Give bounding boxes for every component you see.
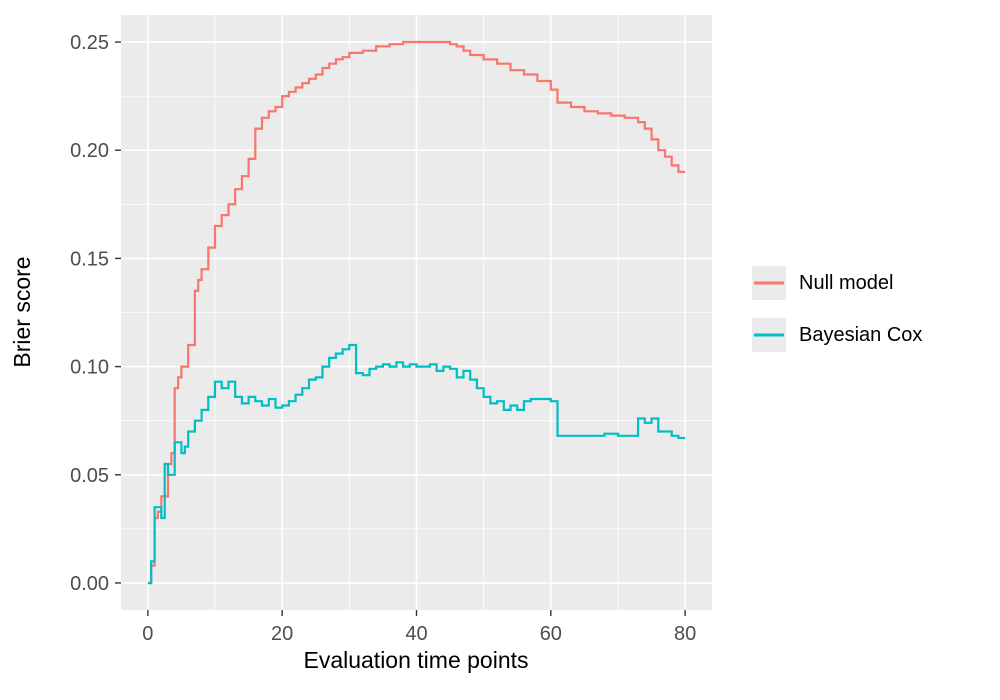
x-tick-label: 20 [271,623,293,645]
legend-label-bayesian-cox: Bayesian Cox [799,323,923,346]
x-tick-label: 80 [674,623,696,645]
x-tick-label: 40 [405,623,427,645]
y-tick-label: 0.00 [70,573,109,595]
x-tick-label: 0 [142,623,153,645]
legend-item-null-model: Null model [752,266,922,300]
y-tick-label: 0.05 [70,465,109,487]
series-line-bayesian-cox [147,343,686,585]
legend-key-line-icon [754,281,784,285]
legend-key-line-icon [754,333,784,337]
y-tick-label: 0.20 [70,140,109,162]
y-tick-label: 0.25 [70,32,109,54]
y-tick-label: 0.10 [70,357,109,379]
x-axis-title: Evaluation time points [303,647,528,673]
legend-item-bayesian-cox: Bayesian Cox [752,318,922,352]
legend: Null model Bayesian Cox [752,266,922,352]
legend-key-null-model [752,266,786,300]
series-line-null-model [147,40,686,585]
legend-key-bayesian-cox [752,318,786,352]
y-axis-title: Brier score [9,256,35,367]
x-tick-label: 60 [540,623,562,645]
legend-label-null-model: Null model [799,271,894,294]
y-tick-label: 0.15 [70,248,109,270]
